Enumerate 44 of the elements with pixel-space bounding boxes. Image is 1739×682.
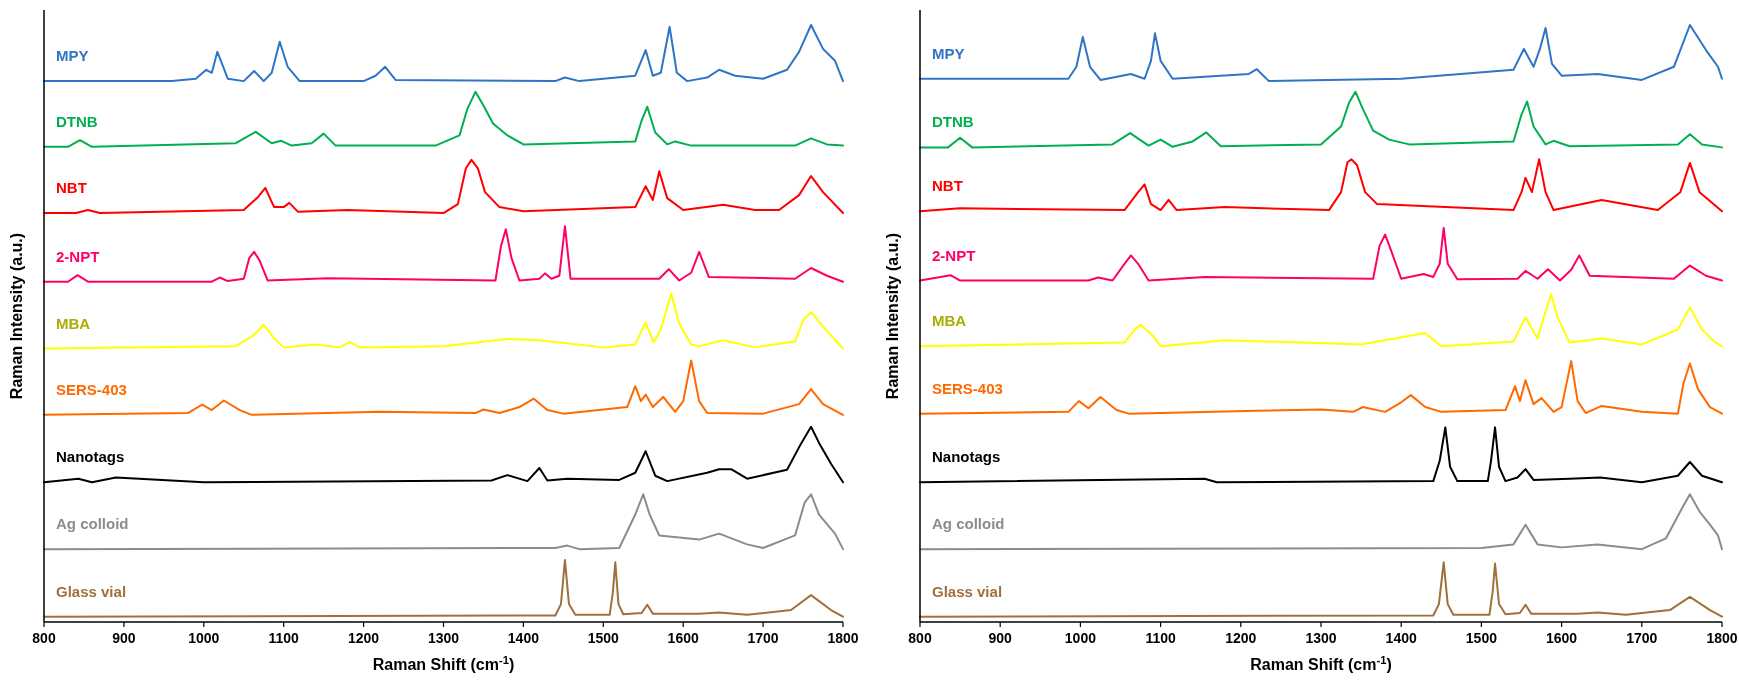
series-label: NBT (932, 177, 963, 195)
series-label: Ag colloid (932, 515, 1005, 533)
x-tick-label: 900 (988, 630, 1013, 646)
series-label: Nanotags (56, 448, 125, 466)
x-tick-label: 1400 (1385, 630, 1417, 646)
series-label: Nanotags (932, 448, 1001, 466)
series-label: SERS-403 (932, 379, 1003, 397)
x-tick-label: 1100 (268, 630, 300, 646)
x-tick-label: 1800 (1706, 630, 1738, 646)
x-tick-label: 1800 (827, 630, 859, 646)
series-label: Glass vial (56, 582, 127, 600)
x-tick-label: 1700 (1626, 630, 1658, 646)
x-axis-title: Raman Shift (cm$^{-1}$) (1250, 654, 1392, 673)
series-label: Glass vial (932, 582, 1003, 600)
series-label: MPY (56, 47, 89, 65)
x-tick-label: 1000 (188, 630, 220, 646)
series-label: MBA (56, 314, 91, 332)
y-axis-title: Raman Intensity (a.u.) (8, 232, 25, 400)
x-tick-label: 1600 (667, 630, 699, 646)
series-label: NBT (56, 179, 87, 197)
series-label: DTNB (56, 112, 98, 130)
x-tick-label: 1000 (1064, 630, 1097, 646)
series-label: 2-NPT (56, 247, 100, 265)
x-tick-label: 1500 (1465, 630, 1498, 646)
series-label: MBA (932, 312, 967, 330)
x-tick-label: 800 (908, 630, 932, 646)
x-tick-label: 900 (112, 630, 136, 646)
x-tick-label: 1700 (747, 630, 779, 646)
x-tick-label: 1500 (587, 630, 620, 646)
x-tick-label: 1300 (1305, 630, 1337, 646)
x-tick-label: 1600 (1546, 630, 1578, 646)
x-tick-label: 1200 (348, 630, 380, 646)
series-label: SERS-403 (56, 380, 127, 398)
y-axis-title: Raman Intensity (a.u.) (884, 232, 901, 400)
series-label: MPY (932, 44, 965, 62)
series-label: Ag colloid (56, 515, 129, 533)
x-tick-label: 1400 (507, 630, 540, 646)
x-tick-label: 1200 (1225, 630, 1257, 646)
x-axis-title: Raman Shift (cm$^{-1}$) (372, 654, 515, 673)
series-label: DTNB (932, 113, 974, 131)
x-tick-label: 1100 (1145, 630, 1176, 646)
x-tick-label: 1300 (427, 630, 460, 646)
x-tick-label: 800 (32, 630, 56, 646)
series-label: 2-NPT (932, 246, 976, 264)
